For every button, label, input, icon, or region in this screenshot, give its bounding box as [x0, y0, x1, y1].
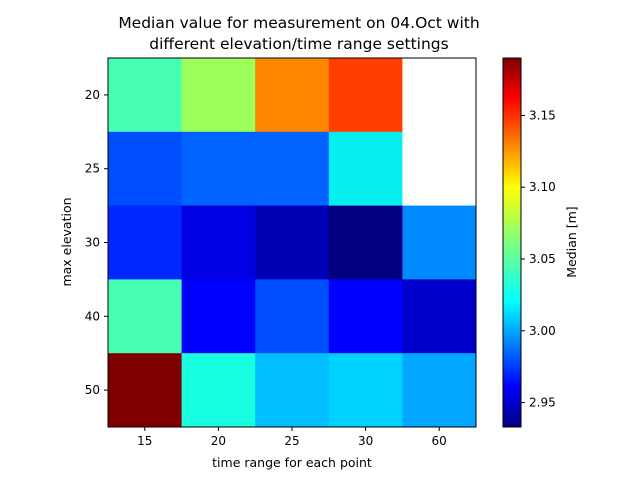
heatmap-cell [108, 353, 183, 428]
heatmap-cell [181, 279, 256, 354]
y-tick-label: 30 [85, 236, 100, 250]
y-tick-label: 25 [85, 162, 100, 176]
heatmap-cell [402, 58, 477, 133]
chart-title-line-1: Median value for measurement on 04.Oct w… [118, 14, 479, 32]
heatmap-cell [328, 205, 403, 280]
heatmap-cell [402, 131, 477, 207]
colorbar-label: Median [m] [564, 206, 579, 277]
heatmap-cell [328, 353, 403, 428]
heatmap-cell [255, 131, 330, 207]
heatmap-cell [181, 205, 256, 280]
heatmap-cell [402, 205, 477, 280]
heatmap-cell [181, 131, 256, 207]
x-tick-label: 30 [358, 434, 373, 448]
heatmap-cell [328, 131, 403, 207]
heatmap-cell [108, 58, 183, 133]
x-tick-label: 20 [211, 434, 226, 448]
heatmap-cell [181, 58, 256, 133]
y-tick-label: 40 [85, 309, 100, 323]
y-tick-label: 20 [85, 88, 100, 102]
colorbar-tick-label: 3.05 [529, 252, 556, 266]
heatmap-cell [328, 279, 403, 354]
chart-title-line-2: different elevation/time range settings [149, 35, 448, 53]
colorbar-tick-label: 3.15 [529, 108, 556, 122]
x-axis-ticks: 15 20 25 30 60 [137, 427, 447, 448]
x-tick-label: 60 [432, 434, 447, 448]
x-tick-label: 15 [137, 434, 152, 448]
heatmap-cell [255, 279, 330, 354]
heatmap-cell [402, 353, 477, 428]
heatmap-cells [108, 58, 477, 428]
heatmap-cell [108, 279, 183, 354]
y-axis-label: max elevation [59, 197, 74, 286]
colorbar-ticks: 2.95 3.00 3.05 3.10 3.15 [521, 108, 556, 410]
x-tick-label: 25 [284, 434, 299, 448]
heatmap-cell [402, 279, 477, 354]
heatmap-cell [108, 205, 183, 280]
x-axis-label: time range for each point [212, 455, 372, 470]
heatmap-cell [181, 353, 256, 428]
heatmap-cell [108, 131, 183, 207]
heatmap-cell [255, 205, 330, 280]
colorbar-tick-label: 3.00 [529, 324, 556, 338]
heatmap-cell [328, 58, 403, 133]
heatmap-cell [255, 58, 330, 133]
heatmap-cell [255, 353, 330, 428]
y-tick-label: 50 [85, 383, 100, 397]
colorbar-tick-label: 3.10 [529, 180, 556, 194]
colorbar [502, 57, 522, 428]
y-axis-ticks: 20 25 30 40 50 [85, 88, 108, 397]
colorbar-tick-label: 2.95 [529, 396, 556, 410]
